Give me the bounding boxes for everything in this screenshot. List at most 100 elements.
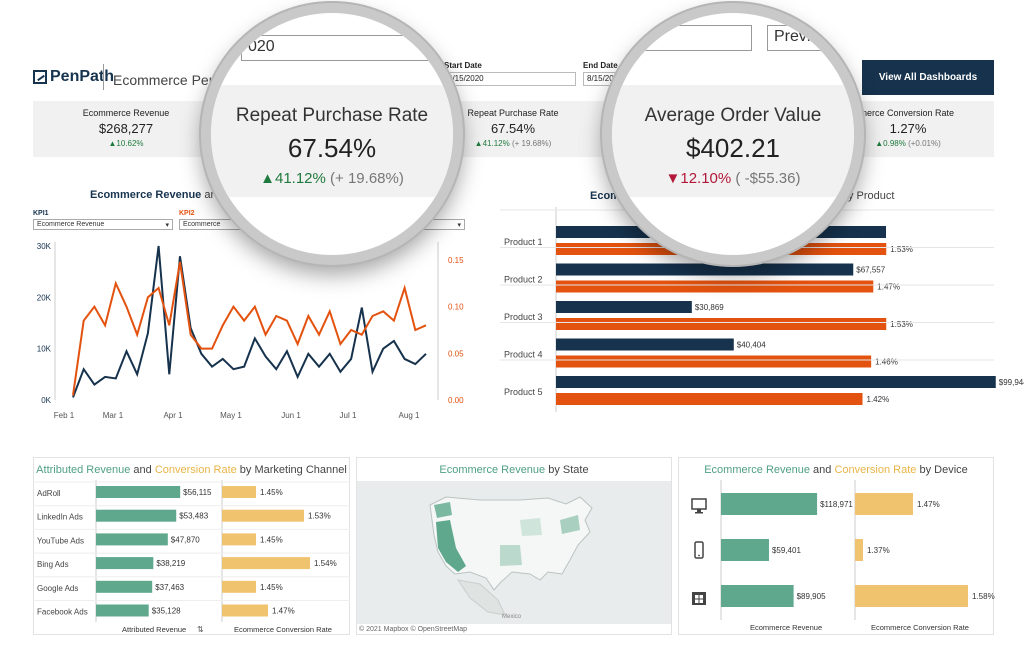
- revenue-bar: [556, 263, 854, 276]
- product-label: Product 5: [504, 387, 543, 397]
- magnified-kpi-value: $402.21: [686, 133, 780, 163]
- magnified-kpi-delta: ▼12.10%: [665, 170, 732, 187]
- desktop-icon: [691, 498, 707, 514]
- magnified-kpi-title: Average Order Value: [644, 105, 822, 126]
- conversion-bar-label: 1.53%: [890, 320, 913, 329]
- conversion-bar: [556, 280, 874, 293]
- channel-label: Google Ads: [37, 584, 78, 593]
- channel-col-revenue: Attributed Revenue: [122, 625, 186, 634]
- attributed-revenue-label: $56,115: [183, 488, 212, 497]
- magnified-start-date-input[interactable]: 020: [241, 35, 453, 61]
- device-rate-label: 1.58%: [972, 592, 995, 601]
- x-tick-label: May 1: [220, 411, 242, 420]
- y-tick-label: 30K: [37, 242, 52, 251]
- header-divider: [103, 64, 104, 90]
- kpi-ecommerce-revenue: Ecommerce Revenue $268,277 ▲10.62%: [61, 108, 191, 148]
- line-series-kpi1: [72, 245, 427, 398]
- attributed-revenue-bar: [96, 580, 153, 593]
- app-title: Ecommerce Perfo: [113, 72, 226, 88]
- end-date-label: End Date: [583, 61, 618, 70]
- kpi2-value: Ecommerce: [183, 221, 221, 228]
- conversion-rate-label: 1.45%: [260, 535, 283, 544]
- title-part-revenue: Attributed Revenue: [36, 464, 131, 476]
- view-all-dashboards-button[interactable]: View All Dashboards: [862, 60, 994, 95]
- state-california: [436, 520, 466, 572]
- device-rate-bar: [855, 493, 913, 515]
- line-chart-title-text: Ecommerce Revenue: [90, 189, 202, 201]
- attributed-revenue-bar: [96, 557, 154, 570]
- y2-tick-label: 0.15: [448, 256, 464, 265]
- attributed-revenue-bar: [96, 604, 149, 617]
- start-date-label: Start Date: [444, 61, 482, 70]
- attributed-revenue-label: $35,128: [152, 607, 181, 616]
- title-part-revenue: Ecommerce Revenue: [439, 464, 546, 476]
- title-part-rate: Conversion Rate: [834, 464, 917, 476]
- kpi2-label: KPI2: [179, 210, 195, 217]
- magnified-kpi-band: [612, 85, 854, 197]
- channel-label: Bing Ads: [37, 560, 69, 569]
- kpi1-label: KPI1: [33, 210, 49, 217]
- magnified-kpi-change: ( -$55.36): [735, 170, 801, 187]
- revenue-bar-label: $30,869: [695, 303, 724, 312]
- attributed-revenue-label: $53,483: [179, 512, 208, 521]
- conversion-rate-bar: [222, 557, 310, 570]
- kpi-repeat-purchase-rate: Repeat Purchase Rate 67.54% ▲41.12% (+ 1…: [448, 108, 578, 148]
- mexico-shape: [456, 579, 506, 616]
- line-chart-title-suffix: ar: [204, 189, 215, 201]
- kpi-title: nerce Conversion Rate: [861, 108, 955, 118]
- product-label: Product 2: [504, 275, 543, 285]
- device-rate-label: 1.37%: [867, 546, 890, 555]
- map-copyright[interactable]: © 2021 Mapbox © OpenStreetMap: [359, 626, 467, 633]
- kpi1-selector: KPI1 Ecommerce Revenue ▾: [33, 210, 173, 230]
- y-tick-label: 20K: [37, 293, 52, 302]
- channel-label: AdRoll: [37, 489, 61, 498]
- attributed-revenue-bar: [96, 509, 177, 522]
- product-label: Product 4: [504, 350, 543, 360]
- conversion-rate-bar: [222, 580, 256, 593]
- revenue-bar-label: $40,404: [737, 341, 766, 350]
- marketing-channel-panel: Attributed Revenue and Conversion Rate b…: [33, 457, 350, 635]
- marketing-channel-title: Attributed Revenue and Conversion Rate b…: [34, 464, 349, 476]
- attributed-revenue-label: $38,219: [156, 559, 185, 568]
- conversion-bar-label: 1.42%: [867, 395, 890, 404]
- product-label: Product 3: [504, 312, 543, 322]
- conversion-rate-bar: [222, 604, 268, 617]
- chevron-down-icon: ▾: [457, 221, 461, 229]
- magnified-previous-period-dropdown[interactable]: Previ: [767, 25, 854, 51]
- penpath-logo[interactable]: PenPath: [33, 68, 114, 86]
- state-midwest: [520, 518, 542, 536]
- revenue-bar-label: $99,944: [999, 378, 1024, 387]
- conversion-rate-label: 1.47%: [272, 607, 295, 616]
- sort-icon: ⇅: [197, 625, 204, 634]
- magnified-kpi-value: 67.54%: [287, 133, 377, 163]
- revenue-bar: [556, 338, 734, 351]
- device-revenue-bar: [721, 493, 818, 515]
- conversion-rate-label: 1.45%: [260, 488, 283, 497]
- magnifier-average-order-value: Previ Average Order Value $402.21 ▼12.10…: [602, 3, 864, 265]
- logo-mark-icon: [33, 70, 47, 84]
- y2-tick-label: 0.05: [448, 349, 464, 358]
- kpi-delta: ▲10.62%: [108, 139, 144, 148]
- channel-label: LinkedIn Ads: [37, 513, 83, 522]
- kpi-delta: ▲0.98%: [875, 139, 906, 148]
- conversion-rate-bar: [222, 486, 256, 498]
- title-part-and: and: [810, 464, 835, 476]
- magnified-kpi-change: (+ 19.68%): [330, 170, 404, 187]
- device-revenue-bar: [721, 539, 769, 561]
- magnified-date-input[interactable]: [612, 25, 752, 51]
- logo-text: PenPath: [50, 68, 115, 85]
- attributed-revenue-bar: [96, 486, 181, 498]
- attributed-revenue-label: $47,870: [171, 535, 200, 544]
- device-revenue-label: $59,401: [772, 546, 801, 555]
- channel-col-rate: Ecommerce Conversion Rate: [234, 625, 332, 634]
- channel-label: YouTube Ads: [37, 536, 84, 545]
- kpi-change: (+0.01%): [908, 139, 941, 148]
- kpi-title: Ecommerce Revenue: [82, 108, 170, 118]
- x-tick-label: Jul 1: [340, 411, 357, 420]
- kpi1-dropdown[interactable]: Ecommerce Revenue ▾: [33, 219, 173, 230]
- title-part-rate: Conversion Rate: [154, 464, 237, 476]
- product-chart-title-suffix: y Product: [848, 190, 894, 202]
- kpi-title: Repeat Purchase Rate: [467, 108, 559, 118]
